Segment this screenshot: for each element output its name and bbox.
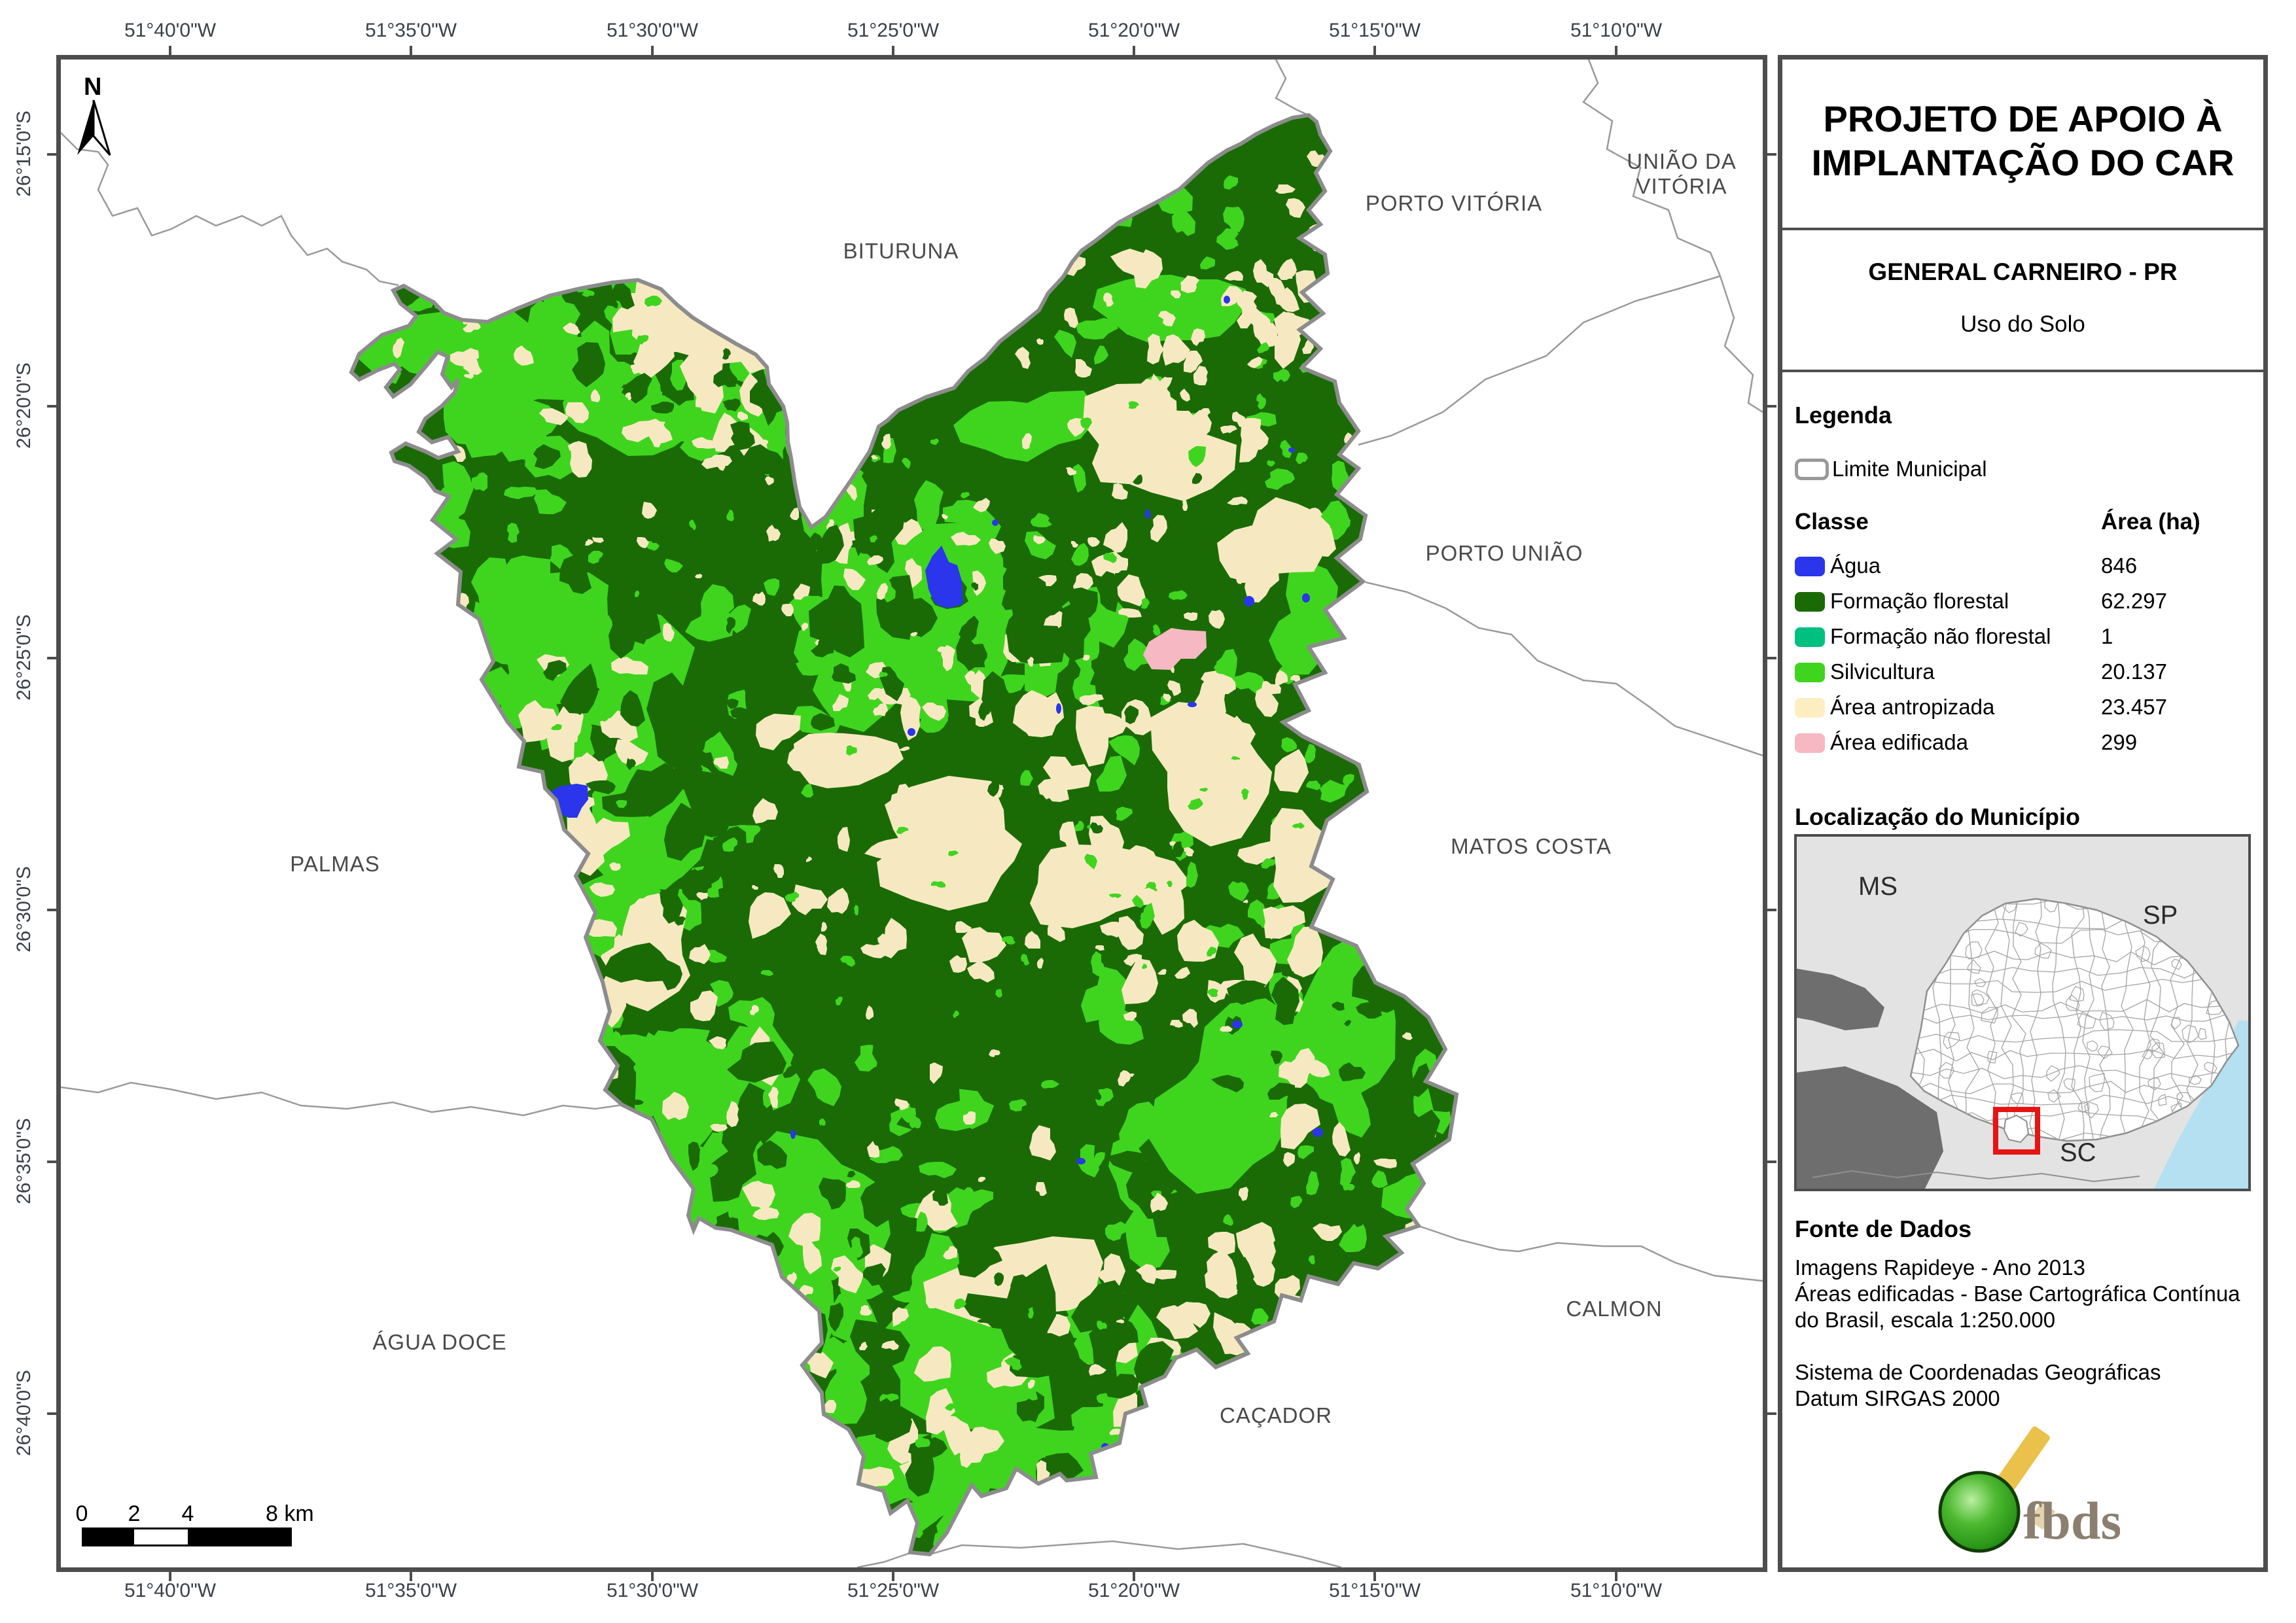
svg-text:fbds: fbds [2023,1491,2120,1550]
svg-text:SP: SP [2143,901,2178,930]
svg-text:SC: SC [2060,1138,2096,1167]
svg-text:MS: MS [1858,872,1898,901]
